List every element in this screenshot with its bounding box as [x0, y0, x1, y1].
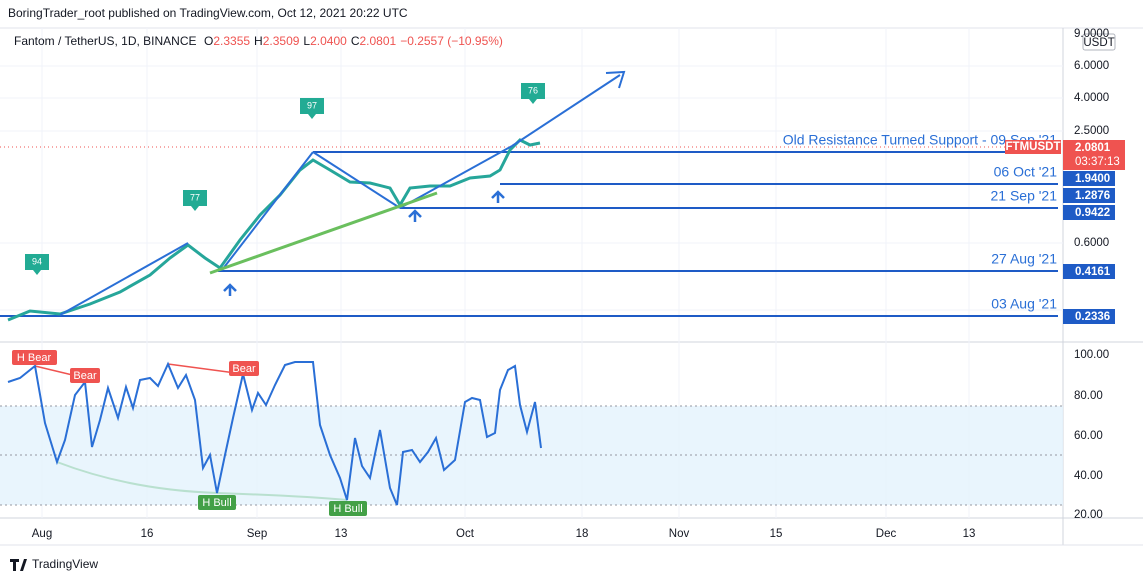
level-label: 27 Aug '21: [991, 251, 1057, 267]
level-badge: 1.2876: [1075, 190, 1110, 202]
time-label: Oct: [456, 528, 475, 540]
ohlc-value: 2.3355: [213, 34, 250, 48]
publisher: BoringTrader_root published on TradingVi…: [8, 6, 408, 20]
level-lines: [0, 151, 1058, 317]
divergence-tags: H Bear Bear Bear H Bull H Bull: [12, 350, 367, 516]
divergence-label: Bear: [73, 370, 97, 382]
rsi-label: 100.00: [1074, 349, 1109, 361]
ohlc-label: C: [351, 34, 360, 48]
ohlc-value: 2.0400: [310, 34, 347, 48]
ohlc-label: O: [204, 34, 213, 48]
ohlc-label: H: [254, 34, 263, 48]
ticker-badge: [1005, 140, 1061, 154]
footer: TradingView: [32, 557, 98, 571]
trend-lines: [59, 70, 626, 316]
signals: 94 77 97 76: [25, 83, 545, 275]
rsi-line: [7, 361, 542, 506]
tv-logo: [10, 559, 27, 571]
time-label: Aug: [32, 528, 52, 540]
rsi-label: 40.00: [1074, 470, 1103, 482]
change: −0.2557 (−10.95%): [400, 34, 503, 48]
price-label: 0.6000: [1074, 237, 1109, 249]
level-label: 03 Aug '21: [991, 296, 1057, 312]
time-label: 15: [770, 528, 783, 540]
rsi-label: 20.00: [1074, 509, 1103, 521]
divergence-label: Bear: [232, 363, 256, 375]
level-label: 21 Sep '21: [990, 188, 1057, 204]
level-badge: 0.9422: [1075, 207, 1110, 219]
signal-label: 76: [528, 85, 538, 95]
time-label: 18: [576, 528, 589, 540]
symbol-name: Fantom / TetherUS, 1D, BINANCE: [14, 34, 197, 48]
time-label: 13: [963, 528, 976, 540]
level-badges: 1.9400 1.2876 0.9422 0.4161 0.2336: [1063, 171, 1115, 324]
rsi-label: 60.00: [1074, 430, 1103, 442]
price-label: 2.5000: [1074, 125, 1109, 137]
ticker: FTMUSDT: [1006, 141, 1061, 153]
ohlc-value: 2.3509: [263, 34, 300, 48]
up-arrows: [223, 190, 505, 296]
ohlc-value: 2.0801: [359, 34, 396, 48]
currency-box: [1082, 33, 1116, 51]
divergence-label: H Bull: [202, 497, 231, 509]
divergence-label: H Bull: [333, 503, 362, 515]
price-path: [7, 138, 541, 322]
signal-label: 97: [307, 100, 317, 110]
divergence-label: H Bear: [17, 352, 52, 364]
rsi-guides: [0, 405, 1063, 506]
price-label: 6.0000: [1074, 60, 1109, 72]
time-label: 16: [141, 528, 154, 540]
currency: USDT: [1083, 37, 1114, 49]
time-axis: Aug 16 Sep 13 Oct 18 Nov 15 Dec 13: [32, 528, 976, 540]
time-label: Dec: [876, 528, 897, 540]
rsi-label: 80.00: [1074, 390, 1103, 402]
countdown: 03:37:13: [1075, 156, 1120, 168]
level-badge: 0.2336: [1075, 311, 1110, 323]
time-label: 13: [335, 528, 348, 540]
level-badge: 0.4161: [1075, 266, 1111, 278]
price-label: 4.0000: [1074, 92, 1109, 104]
price-label: 9.0000: [1074, 28, 1109, 40]
last-price: 2.0801: [1075, 142, 1111, 154]
level-label: Old Resistance Turned Support - 09 Sep '…: [783, 132, 1057, 148]
time-label: Sep: [247, 528, 267, 540]
level-label: 06 Oct '21: [994, 164, 1058, 180]
support-line: [209, 191, 438, 275]
ohlc-label: L: [303, 34, 310, 48]
signal-label: 77: [190, 192, 200, 202]
time-label: Nov: [669, 528, 690, 540]
price-badge: [1063, 140, 1125, 170]
signal-label: 94: [32, 256, 42, 266]
level-badge: 1.9400: [1075, 173, 1110, 185]
ohlc: O2.3355 H2.3509 L2.0400 C2.0801 −0.2557 (−10…: [204, 34, 503, 48]
